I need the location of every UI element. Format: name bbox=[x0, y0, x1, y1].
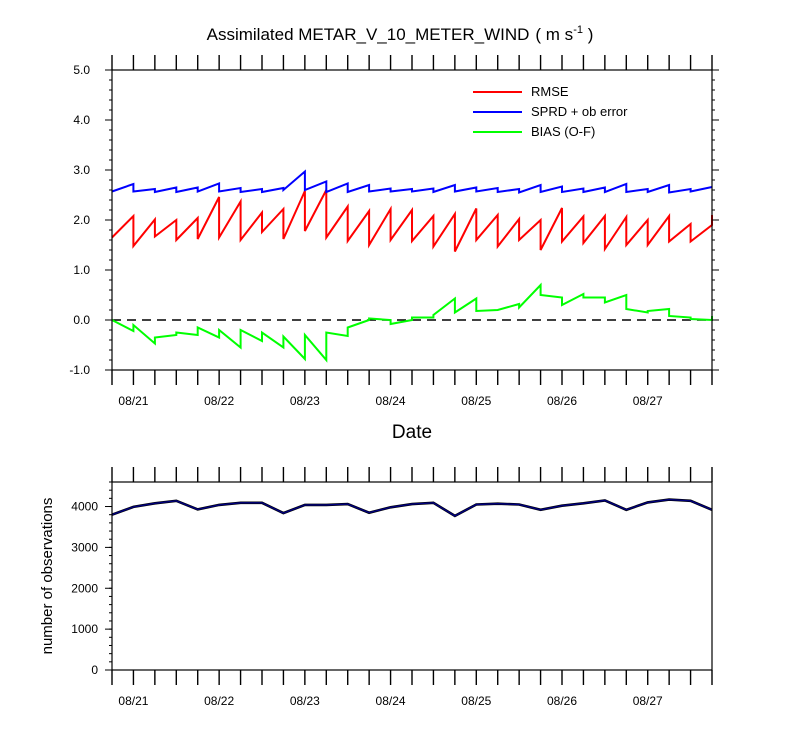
y-tick-label: 1000 bbox=[71, 622, 98, 636]
chart-title: Assimilated METAR_V_10_METER_WIND ( m s-1… bbox=[207, 24, 594, 44]
y-tick-label: 3000 bbox=[71, 540, 98, 554]
series-line-bias bbox=[111, 282, 713, 363]
y-tick-label: 2.0 bbox=[73, 213, 90, 227]
y-tick-label: 1.0 bbox=[73, 263, 90, 277]
x-tick-label: 08/21 bbox=[118, 694, 148, 708]
top-axes: -1.0 0.0 1.0 2.0 3.0 4.0 5.0 08/21 08/22 08/23 08/… bbox=[69, 55, 719, 408]
series-lines bbox=[111, 169, 713, 363]
bottom-plot-frame bbox=[111, 481, 713, 671]
series-line-sprd bbox=[111, 169, 713, 194]
x-tick-label: 08/24 bbox=[376, 394, 406, 408]
x-tick-label: 08/24 bbox=[376, 694, 406, 708]
y-tick-label: 0 bbox=[91, 663, 98, 677]
x-tick-label: 08/26 bbox=[547, 394, 577, 408]
chart-title-unit-sup: -1 bbox=[573, 24, 583, 36]
legend-label-rmse: RMSE bbox=[531, 84, 569, 99]
legend: RMSE SPRD + ob error BIAS (O-F) bbox=[473, 84, 628, 139]
series-line-rmse bbox=[111, 189, 713, 253]
y-tick-label: 4000 bbox=[71, 500, 98, 514]
chart-title-unit-close: ) bbox=[583, 25, 593, 44]
obs-count-line bbox=[111, 498, 713, 518]
y-tick-label: 5.0 bbox=[73, 63, 90, 77]
chart-title-text: Assimilated METAR_V_10_METER_WIND bbox=[207, 25, 530, 44]
x-tick-label: 08/25 bbox=[461, 394, 491, 408]
x-tick-label: 08/22 bbox=[204, 694, 234, 708]
y-tick-label: 3.0 bbox=[73, 163, 90, 177]
y-tick-label: 2000 bbox=[71, 581, 98, 595]
x-tick-label: 08/27 bbox=[633, 694, 663, 708]
x-tick-label: 08/23 bbox=[290, 394, 320, 408]
x-tick-label: 08/26 bbox=[547, 694, 577, 708]
x-tick-label: 08/23 bbox=[290, 694, 320, 708]
y-tick-label: 4.0 bbox=[73, 113, 90, 127]
x-tick-label: 08/22 bbox=[204, 394, 234, 408]
legend-label-sprd: SPRD + ob error bbox=[531, 104, 628, 119]
bottom-axes: 0 1000 2000 3000 4000 08/21 08/22 08/23 08/24 08/… bbox=[71, 467, 713, 708]
y-axis-label-observations: number of observations bbox=[39, 498, 56, 655]
x-tick-label: 08/25 bbox=[461, 694, 491, 708]
x-tick-label: 08/27 bbox=[633, 394, 663, 408]
chart-title-unit-open: ( m s bbox=[535, 25, 573, 44]
bottom-chart: 0 1000 2000 3000 4000 08/21 08/22 08/23 08/24 08/… bbox=[39, 467, 713, 708]
obs-line-inner bbox=[111, 498, 713, 517]
top-chart: Assimilated METAR_V_10_METER_WIND( m s-1… bbox=[69, 24, 719, 443]
legend-label-bias: BIAS (O-F) bbox=[531, 124, 595, 139]
x-axis-label: Date bbox=[392, 422, 432, 443]
y-tick-label: -1.0 bbox=[69, 363, 90, 377]
y-tick-label: 0.0 bbox=[73, 313, 90, 327]
x-tick-label: 08/21 bbox=[118, 394, 148, 408]
